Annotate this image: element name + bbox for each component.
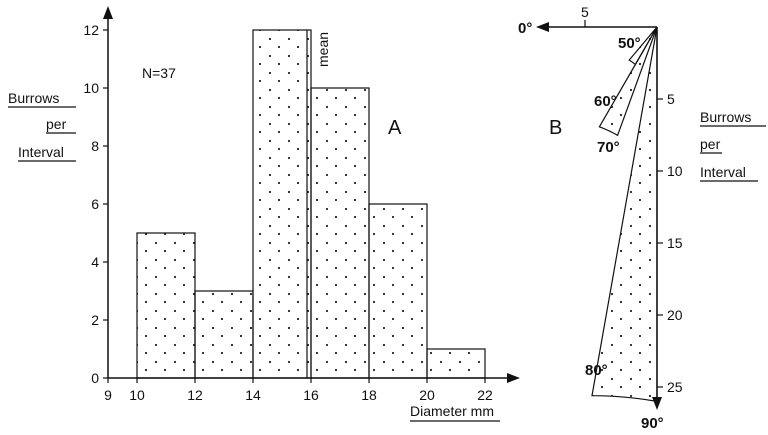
histogram-bars [136, 29, 486, 379]
rose-label-line-2: per [700, 136, 721, 152]
y-tick-label: 2 [91, 312, 99, 328]
rose-sector [598, 26, 658, 137]
y-axis-arrow [103, 6, 113, 19]
rose-label-line-1: Burrows [700, 109, 751, 125]
ylabel-line-2: per [46, 116, 67, 132]
y-tick-label: 4 [91, 254, 99, 270]
histogram-bar [194, 290, 254, 379]
rose-label-line-3: Interval [700, 164, 746, 180]
histogram-bar [252, 29, 312, 379]
angle-label-80: 80° [585, 362, 608, 379]
histogram-panel: mean 0 2 4 6 8 10 12 9 10 12 14 16 18 20 22 Burrows p… [8, 6, 520, 422]
panel-label-b: B [549, 117, 562, 139]
x-tick-label: 16 [303, 387, 319, 403]
x-tick-label: 9 [104, 387, 112, 403]
y-tick-label: 12 [83, 22, 99, 38]
ylabel-line-1: Burrows [8, 90, 59, 106]
x-tick-label: 22 [477, 387, 493, 403]
sample-size-annotation: N=37 [142, 65, 176, 81]
rose-axis-label: Burrows per Interval [700, 109, 766, 182]
x-axis-label: Diameter mm [410, 403, 494, 419]
y-tick-label: 8 [91, 138, 99, 154]
radial-tick-label: 15 [667, 235, 683, 251]
x-tick-label: 10 [129, 387, 145, 403]
zero-degree-arrow [536, 22, 549, 32]
y-tick-label: 0 [91, 370, 99, 386]
y-tick-label: 10 [83, 80, 99, 96]
ninety-degree-arrow [652, 397, 662, 410]
panel-label-a: A [388, 117, 402, 139]
histogram-bar [426, 348, 486, 379]
x-tick-label: 12 [187, 387, 203, 403]
radial-tick-label: 25 [667, 379, 683, 395]
radial-tick-label: 5 [667, 91, 675, 107]
angle-label-0: 0° [518, 20, 532, 37]
rose-panel: B 5 5 10 15 20 25 0° 50° 60° 70° 80° 90° Bur… [518, 4, 766, 432]
angle-label-50: 50° [618, 35, 641, 52]
radial-tick-label: 10 [667, 163, 683, 179]
radial-tick-label: 20 [667, 307, 683, 323]
x-tick-label: 18 [361, 387, 377, 403]
y-ticks: 0 2 4 6 8 10 12 [83, 22, 108, 386]
rose-sectors [591, 26, 658, 403]
x-ticks: 9 10 12 14 16 18 20 22 [104, 378, 493, 403]
angle-label-60: 60° [594, 93, 617, 110]
histogram-bar [310, 87, 370, 379]
x-tick-label: 20 [419, 387, 435, 403]
histogram-bar [136, 232, 196, 379]
histogram-bar [368, 203, 428, 379]
y-axis-label: Burrows per Interval [8, 90, 76, 162]
radial-ticks: 5 10 15 20 25 [657, 91, 683, 395]
x-tick-label: 14 [245, 387, 261, 403]
horizontal-tick-label: 5 [581, 4, 589, 20]
y-tick-label: 6 [91, 196, 99, 212]
angle-label-90: 90° [641, 415, 664, 432]
angle-label-70: 70° [597, 139, 620, 156]
x-axis-arrow [507, 373, 520, 383]
ylabel-line-3: Interval [18, 144, 64, 160]
mean-label: mean [315, 32, 331, 67]
